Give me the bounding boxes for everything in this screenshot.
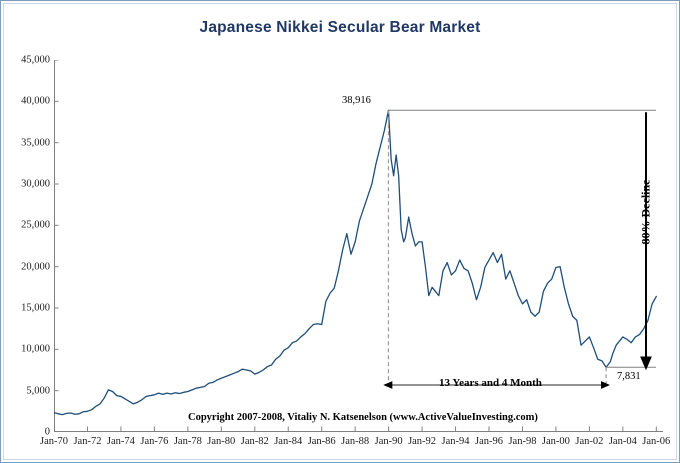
x-axis-tick-label: Jan-74 [106,436,135,447]
y-axis-tick-label: 40,000 [21,95,50,107]
x-axis-tick-label: Jan-92 [408,436,437,447]
nikkei-line-chart [54,60,663,432]
x-axis-tick-label: Jan-90 [374,436,403,447]
y-axis-labels: 0 5,000 10,000 15,000 20,000 25,000 30,000 35,0… [5,55,50,438]
x-axis-tick-label: Jan-02 [575,436,604,447]
x-axis-tick-label: Jan-82 [240,436,269,447]
annotation-lines [383,109,656,389]
y-axis-ticks [54,60,59,432]
decline-label: 80% Decline [638,179,653,245]
x-axis-tick-label: Jan-80 [207,436,236,447]
x-axis-ticks [54,426,657,432]
y-axis-tick-label: 35,000 [21,137,50,149]
x-axis-tick-label: Jan-06 [642,436,671,447]
page-title: Japanese Nikkei Secular Bear Market [199,19,481,36]
x-axis-labels: Jan-70 Jan-72 Jan-74 Jan-76 Jan-78 Jan-80 Jan-… [40,436,670,460]
y-axis-tick-label: 25,000 [21,219,50,231]
x-axis-tick-label: Jan-96 [475,436,503,447]
x-axis-tick-label: Jan-70 [40,436,68,447]
y-axis-tick-label: 20,000 [21,261,50,273]
y-axis-tick-label: 15,000 [21,302,50,314]
peak-value-label: 38,916 [342,95,371,106]
x-axis-tick-label: Jan-72 [73,436,102,447]
chart-canvas: Japanese Nikkei Secular Bear Market 0 5,0… [5,5,675,458]
nikkei-data-series [54,109,657,416]
copyright-notice: Copyright 2007-2008, Vitaliy N. Katsenel… [188,412,538,423]
y-axis-tick-label: 0 [44,426,50,438]
x-axis-tick-label: Jan-86 [307,436,336,447]
y-axis-tick-label: 30,000 [21,178,50,190]
duration-label: 13 Years and 4 Month [439,377,542,389]
x-axis-tick-label: Jan-00 [541,436,570,447]
y-axis-tick-label: 5,000 [26,385,50,397]
x-axis-tick-label: Jan-78 [173,436,202,447]
x-axis-tick-label: Jan-98 [508,436,537,447]
trough-value-label: 7,831 [617,371,641,382]
plot-area [54,60,663,432]
x-axis-tick-label: Jan-84 [274,436,303,447]
x-axis-tick-label: Jan-04 [608,436,637,447]
x-axis-tick-label: Jan-94 [441,436,470,447]
y-axis-tick-label: 45,000 [21,54,50,66]
x-axis-tick-label: Jan-76 [140,436,169,447]
x-axis-tick-label: Jan-88 [341,436,370,447]
y-axis-tick-label: 10,000 [21,343,50,355]
axis-group [54,60,663,432]
